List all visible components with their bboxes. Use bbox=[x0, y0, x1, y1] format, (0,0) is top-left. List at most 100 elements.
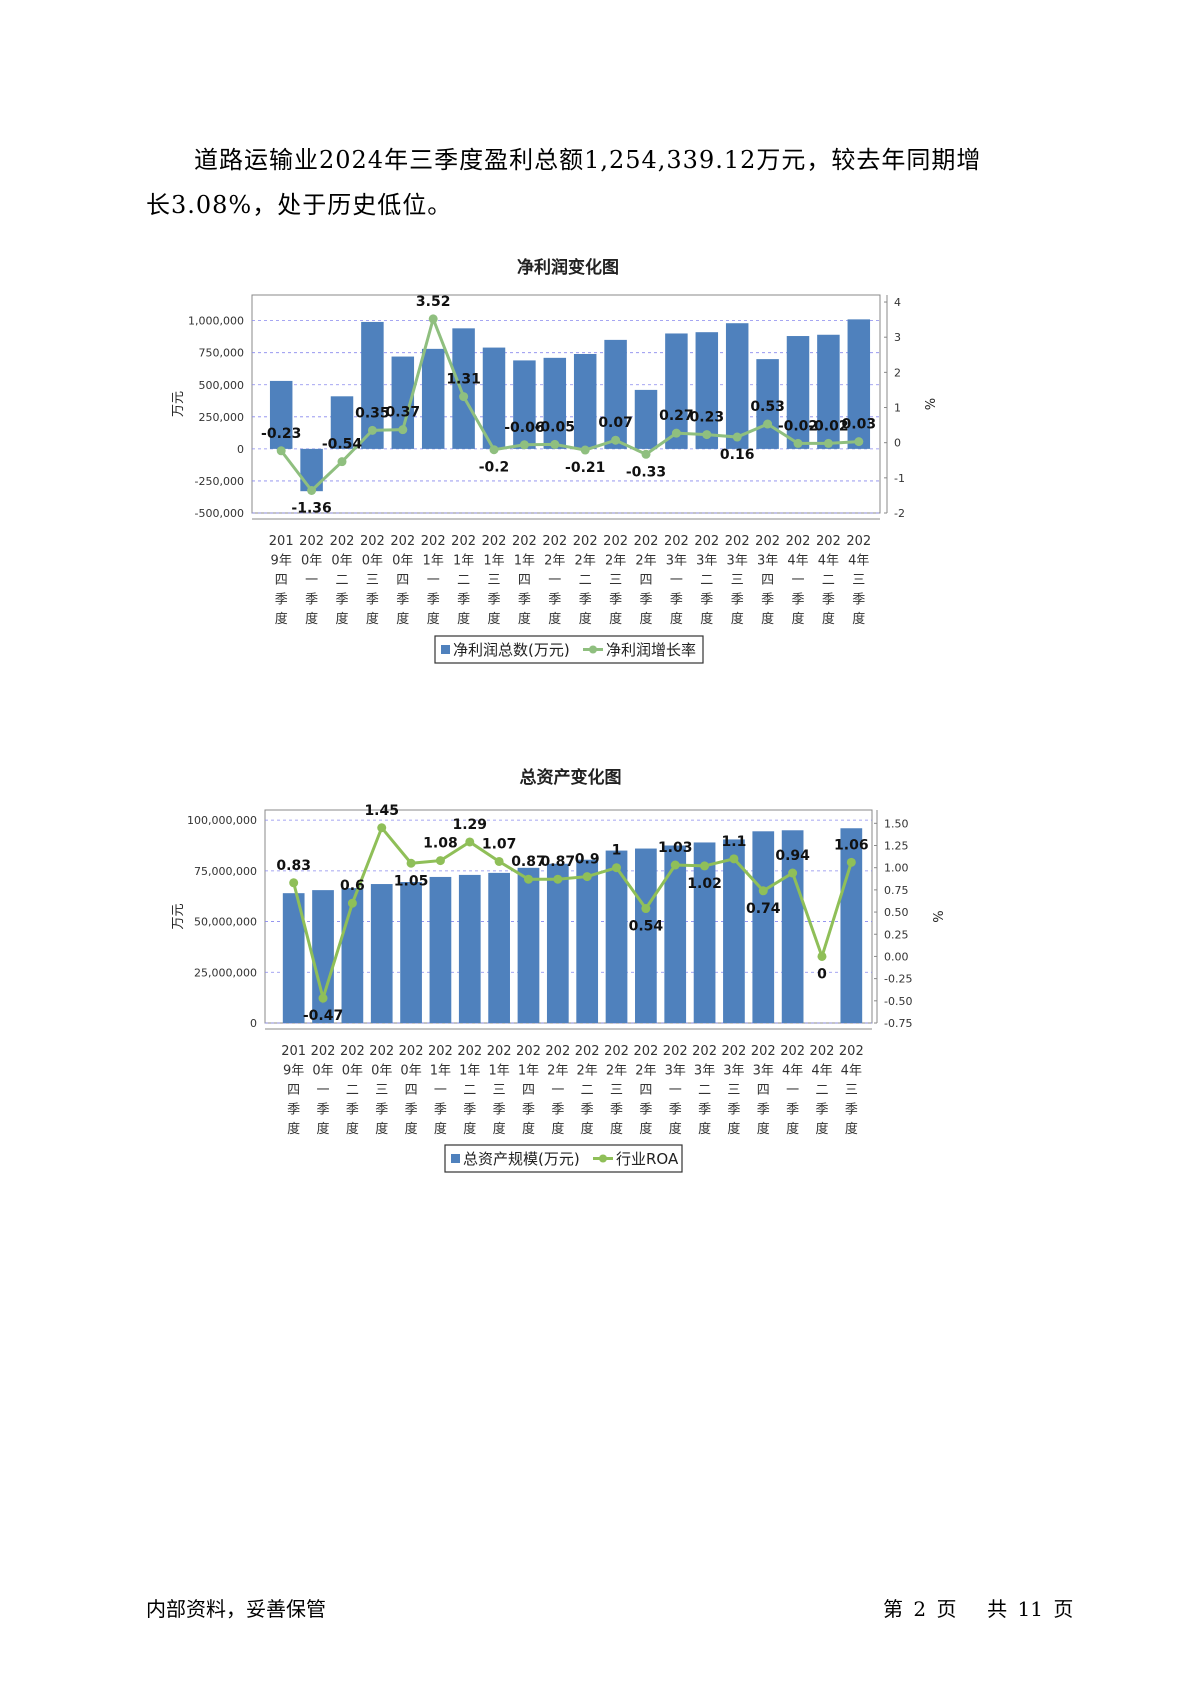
data-label: 0.94 bbox=[775, 848, 810, 864]
data-label: -0.02 bbox=[808, 418, 848, 434]
y-tick-label: 500,000 bbox=[199, 379, 245, 392]
bar bbox=[517, 867, 540, 1023]
x-tick-label: 2年 bbox=[547, 1064, 568, 1079]
x-tick-label: 三 bbox=[366, 573, 379, 588]
net-profit-chart-svg: 净利润变化图 1,000,000 750,000 500,000 250,000 0 -25… bbox=[171, 257, 936, 664]
data-label: 0.23 bbox=[690, 410, 725, 426]
bar bbox=[312, 890, 334, 1023]
bar bbox=[635, 848, 657, 1023]
x-tick-label: 202 bbox=[428, 1044, 453, 1059]
x-tick-label: 度 bbox=[639, 611, 652, 627]
data-label: 0.83 bbox=[276, 858, 311, 874]
y-tick-label: 0 bbox=[250, 1017, 257, 1030]
x-tick-label: 202 bbox=[542, 534, 567, 549]
legend-label: 净利润总数(万元) bbox=[453, 641, 570, 659]
y2-tick-label: -1 bbox=[894, 472, 905, 485]
y2-tick-label: 4 bbox=[894, 296, 901, 309]
line-point bbox=[289, 878, 299, 888]
x-tick-label: 度 bbox=[700, 611, 713, 627]
x-tick-label: 一 bbox=[669, 1083, 682, 1098]
y2-tick-label: -2 bbox=[894, 507, 905, 520]
line-point bbox=[276, 446, 286, 456]
y2-tick-label: 1.25 bbox=[884, 840, 909, 853]
x-tick-label: 季 bbox=[493, 1103, 506, 1118]
x-tick-label: 201 bbox=[281, 1044, 306, 1059]
x-tick-label: 季 bbox=[757, 1103, 770, 1118]
paragraph-line-1: 道路运输业2024年三季度盈利总额1,254,339.12万元，较去年同期增 bbox=[194, 146, 982, 174]
data-label: 0.27 bbox=[659, 408, 694, 424]
y2-tick-label: 0 bbox=[894, 437, 901, 450]
x-tick-label: 季 bbox=[522, 1103, 535, 1118]
data-label: 1.05 bbox=[394, 873, 429, 889]
bar bbox=[665, 333, 688, 449]
x-tick-label: 季 bbox=[579, 593, 592, 608]
x-tick-label: 季 bbox=[639, 1103, 652, 1118]
x-tick-label: 1年 bbox=[430, 1064, 451, 1079]
x-tick-label: 202 bbox=[694, 534, 719, 549]
x-tick-label: 度 bbox=[698, 1121, 711, 1137]
x-tick-label: 度 bbox=[757, 1121, 770, 1137]
line-point bbox=[700, 861, 710, 871]
x-tick-label: 一 bbox=[786, 1083, 799, 1098]
x-tick-label: 2年 bbox=[635, 554, 656, 569]
data-label: -0.06 bbox=[504, 420, 544, 436]
x-tick-label: 二 bbox=[346, 1083, 359, 1098]
x-tick-label: 0年 bbox=[392, 554, 413, 569]
x-tick-label: 二 bbox=[581, 1083, 594, 1098]
x-tick-label: 三 bbox=[487, 573, 500, 588]
y-tick-label: 75,000,000 bbox=[194, 865, 257, 878]
line-point bbox=[398, 425, 408, 435]
data-label: 1.08 bbox=[423, 836, 458, 852]
x-tick-label: 季 bbox=[791, 593, 804, 608]
x-tick-label: 1年 bbox=[518, 1064, 539, 1079]
x-tick-label: 度 bbox=[463, 1121, 476, 1137]
bar bbox=[781, 830, 804, 1023]
x-tick-label: 1年 bbox=[423, 554, 444, 569]
x-tick-label: 2年 bbox=[606, 1064, 627, 1079]
x-tick-label: 度 bbox=[815, 1121, 828, 1137]
x-tick-label: 4年 bbox=[787, 554, 808, 569]
x-tick-label: 四 bbox=[287, 1083, 300, 1098]
x-tick-label: 度 bbox=[434, 1121, 447, 1137]
data-label: 0.54 bbox=[629, 919, 664, 935]
line-point bbox=[550, 439, 560, 449]
x-tick-label: 季 bbox=[822, 593, 835, 608]
data-label: 0.07 bbox=[598, 415, 633, 431]
x-tick-label: 三 bbox=[609, 573, 622, 588]
line-point bbox=[307, 485, 317, 495]
line-point bbox=[377, 823, 387, 833]
data-label: 0.37 bbox=[386, 405, 421, 421]
legend-swatch-point bbox=[589, 645, 597, 654]
x-tick-label: 1年 bbox=[514, 554, 535, 569]
legend-label: 净利润增长率 bbox=[606, 641, 696, 659]
x-tick-label: 0年 bbox=[301, 554, 322, 569]
data-label: 1.06 bbox=[834, 837, 869, 853]
bar bbox=[546, 863, 569, 1023]
x-tick-label: 度 bbox=[727, 1121, 740, 1137]
bar bbox=[300, 448, 323, 492]
legend-label: 行业ROA bbox=[616, 1150, 679, 1168]
line-point bbox=[641, 449, 651, 459]
x-tick-label: 度 bbox=[427, 611, 440, 627]
chart-title: 总资产变化图 bbox=[520, 767, 622, 788]
line-point bbox=[435, 856, 445, 866]
line-point bbox=[758, 886, 768, 896]
bar bbox=[370, 884, 393, 1023]
y-tick-label: -250,000 bbox=[195, 475, 244, 488]
bar bbox=[634, 389, 658, 449]
x-tick-label: 202 bbox=[330, 534, 355, 549]
x-tick-label: 季 bbox=[335, 593, 348, 608]
x-tick-label: 度 bbox=[405, 1121, 418, 1137]
x-tick-label: 四 bbox=[757, 1083, 770, 1098]
data-label: 0.16 bbox=[720, 447, 755, 463]
x-tick-label: 度 bbox=[669, 1121, 682, 1137]
line-point bbox=[817, 951, 827, 961]
data-label: -0.05 bbox=[535, 419, 575, 435]
data-label: 0.87 bbox=[511, 854, 546, 870]
data-label: 0.53 bbox=[750, 399, 785, 415]
data-label: 1.07 bbox=[482, 836, 517, 852]
x-tick-label: 4年 bbox=[848, 554, 869, 569]
x-tick-label: 度 bbox=[852, 611, 865, 627]
data-label: 0.03 bbox=[842, 417, 877, 433]
x-tick-label: 季 bbox=[700, 593, 713, 608]
